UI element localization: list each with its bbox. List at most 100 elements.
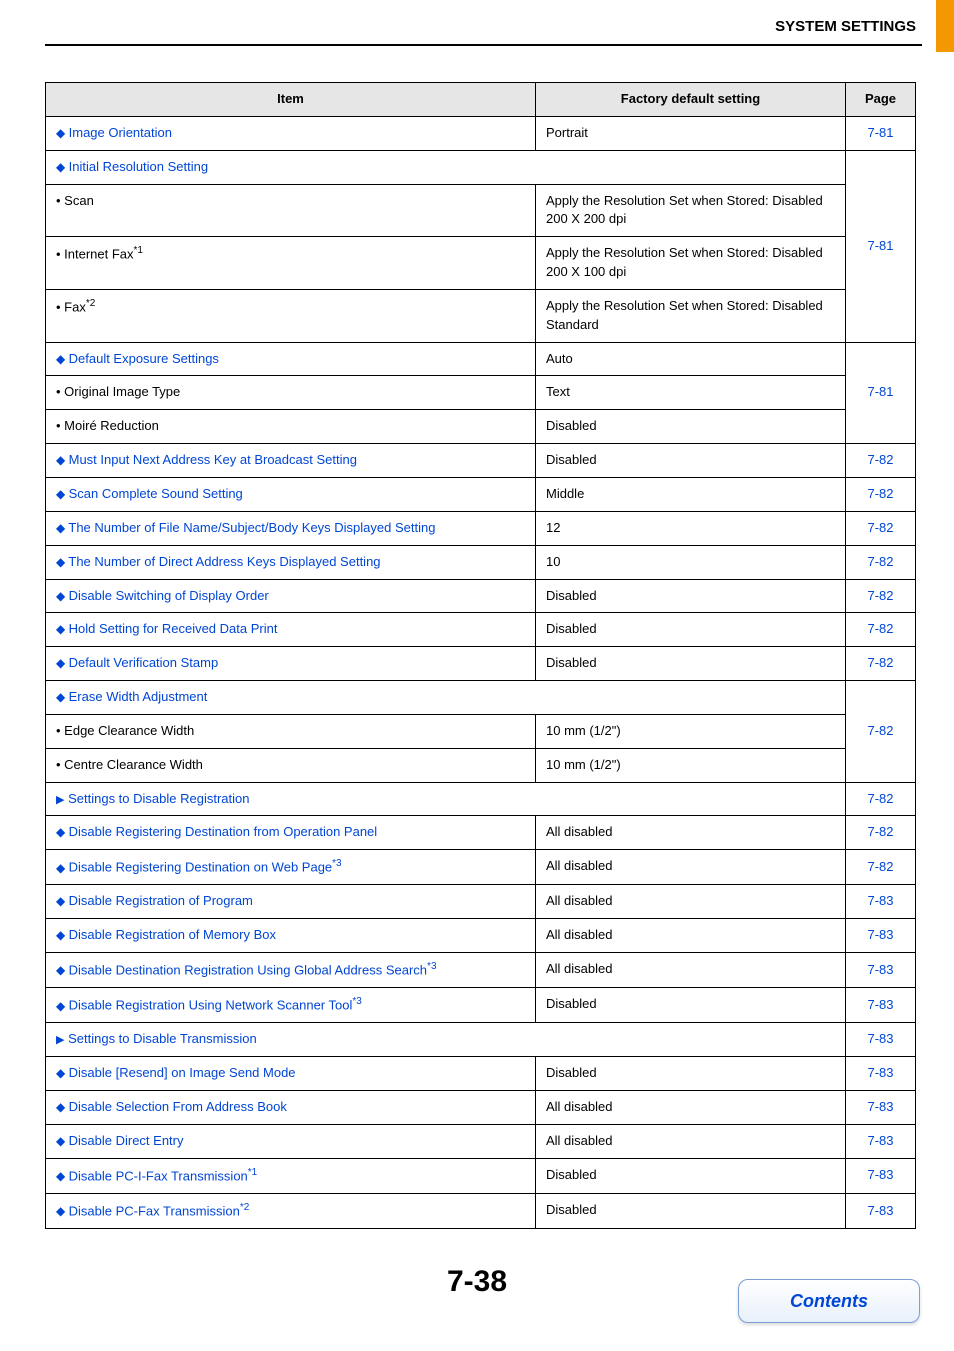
- contents-button[interactable]: Contents: [738, 1279, 920, 1323]
- def-disabled: Disabled: [536, 579, 846, 613]
- page-link[interactable]: 7-83: [846, 953, 916, 988]
- page-link[interactable]: 7-81: [846, 150, 916, 342]
- link-image-orientation[interactable]: Image Orientation: [69, 125, 172, 140]
- page-link[interactable]: 7-83: [846, 1124, 916, 1158]
- diamond-icon: ◆: [56, 1135, 65, 1147]
- sup-3: *3: [332, 858, 341, 869]
- link-disable-direct-entry[interactable]: Disable Direct Entry: [69, 1133, 184, 1148]
- diamond-icon: ◆: [56, 895, 65, 907]
- page-link[interactable]: 7-81: [846, 342, 916, 444]
- def-auto: Auto: [536, 342, 846, 376]
- def-all-disabled: All disabled: [536, 919, 846, 953]
- page-link[interactable]: 7-82: [846, 613, 916, 647]
- diamond-icon: ◆: [56, 488, 65, 500]
- def-12: 12: [536, 511, 846, 545]
- page-link[interactable]: 7-82: [846, 444, 916, 478]
- link-scan-complete[interactable]: Scan Complete Sound Setting: [69, 486, 243, 501]
- page-link[interactable]: 7-82: [846, 511, 916, 545]
- diamond-icon: ◆: [56, 1000, 65, 1012]
- link-erase-width[interactable]: Erase Width Adjustment: [69, 689, 208, 704]
- row-ifax: • Internet Fax: [56, 247, 134, 262]
- page-link[interactable]: 7-83: [846, 1057, 916, 1091]
- link-default-exposure[interactable]: Default Exposure Settings: [69, 351, 219, 366]
- link-disable-reg-mem[interactable]: Disable Registration of Memory Box: [69, 927, 276, 942]
- diamond-icon: ◆: [56, 353, 65, 365]
- def-10: 10: [536, 545, 846, 579]
- link-disable-reg-nst[interactable]: Disable Registration Using Network Scann…: [69, 998, 353, 1013]
- row-fax: • Fax: [56, 299, 86, 314]
- page-link[interactable]: 7-83: [846, 1194, 916, 1229]
- def-all-disabled: All disabled: [536, 816, 846, 850]
- link-disable-switching[interactable]: Disable Switching of Display Order: [69, 588, 269, 603]
- page-link[interactable]: 7-82: [846, 816, 916, 850]
- link-settings-disable-reg[interactable]: Settings to Disable Registration: [68, 791, 249, 806]
- def-all-disabled: All disabled: [536, 850, 846, 885]
- page-link[interactable]: 7-82: [846, 647, 916, 681]
- diamond-icon: ◆: [56, 127, 65, 139]
- diamond-icon: ◆: [56, 1170, 65, 1182]
- def-disabled: Disabled: [536, 988, 846, 1023]
- triangle-icon: ▶: [56, 795, 64, 806]
- row-moire: • Moiré Reduction: [46, 410, 536, 444]
- diamond-icon: ◆: [56, 862, 65, 874]
- page-link[interactable]: 7-82: [846, 782, 916, 816]
- link-disable-resend[interactable]: Disable [Resend] on Image Send Mode: [69, 1065, 296, 1080]
- page-link[interactable]: 7-81: [846, 116, 916, 150]
- link-settings-disable-trans[interactable]: Settings to Disable Transmission: [68, 1031, 257, 1046]
- def-all-disabled: All disabled: [536, 953, 846, 988]
- def-middle: Middle: [536, 477, 846, 511]
- diamond-icon: ◆: [56, 590, 65, 602]
- diamond-icon: ◆: [56, 1101, 65, 1113]
- col-default: Factory default setting: [536, 83, 846, 117]
- diamond-icon: ◆: [56, 929, 65, 941]
- page-link[interactable]: 7-83: [846, 1091, 916, 1125]
- page-link[interactable]: 7-82: [846, 477, 916, 511]
- link-disable-pcfax[interactable]: Disable PC-Fax Transmission: [69, 1203, 240, 1218]
- def-portrait: Portrait: [536, 116, 846, 150]
- diamond-icon: ◆: [56, 1205, 65, 1217]
- link-hold-setting[interactable]: Hold Setting for Received Data Print: [69, 621, 278, 636]
- def-all-disabled: All disabled: [536, 885, 846, 919]
- col-page: Page: [846, 83, 916, 117]
- def-disabled: Disabled: [536, 444, 846, 478]
- sup-3: *3: [352, 996, 361, 1007]
- link-disable-reg-program[interactable]: Disable Registration of Program: [69, 893, 253, 908]
- row-edge-clear: • Edge Clearance Width: [46, 714, 536, 748]
- row-orig-image-type: • Original Image Type: [46, 376, 536, 410]
- page-link[interactable]: 7-82: [846, 545, 916, 579]
- link-disable-sel-ab[interactable]: Disable Selection From Address Book: [69, 1099, 287, 1114]
- link-default-verif[interactable]: Default Verification Stamp: [69, 655, 219, 670]
- page-link[interactable]: 7-83: [846, 1158, 916, 1193]
- diamond-icon: ◆: [56, 1067, 65, 1079]
- def-text: Text: [536, 376, 846, 410]
- page-link[interactable]: 7-82: [846, 579, 916, 613]
- def-scan: Apply the Resolution Set when Stored: Di…: [536, 184, 846, 237]
- header-rule: [45, 44, 922, 46]
- page-link[interactable]: 7-82: [846, 681, 916, 783]
- link-num-direct-keys[interactable]: The Number of Direct Address Keys Displa…: [68, 554, 380, 569]
- page-link[interactable]: 7-83: [846, 885, 916, 919]
- link-must-input[interactable]: Must Input Next Address Key at Broadcast…: [69, 452, 357, 467]
- link-disable-reg-dest-panel[interactable]: Disable Registering Destination from Ope…: [69, 824, 378, 839]
- settings-table: Item Factory default setting Page ◆ Imag…: [45, 82, 916, 1229]
- link-disable-dest-global[interactable]: Disable Destination Registration Using G…: [69, 962, 427, 977]
- row-scan: • Scan: [46, 184, 536, 237]
- page-link[interactable]: 7-83: [846, 919, 916, 953]
- def-all-disabled: All disabled: [536, 1091, 846, 1125]
- def-disabled: Disabled: [536, 1194, 846, 1229]
- diamond-icon: ◆: [56, 826, 65, 838]
- page-link[interactable]: 7-83: [846, 1023, 916, 1057]
- def-disabled: Disabled: [536, 1057, 846, 1091]
- sup-3: *3: [427, 961, 436, 972]
- link-initial-resolution[interactable]: Initial Resolution Setting: [69, 159, 208, 174]
- link-disable-reg-dest-web[interactable]: Disable Registering Destination on Web P…: [69, 860, 333, 875]
- def-fax: Apply the Resolution Set when Stored: Di…: [536, 289, 846, 342]
- accent-tab: [936, 0, 954, 52]
- link-num-file-keys[interactable]: The Number of File Name/Subject/Body Key…: [68, 520, 435, 535]
- page-link[interactable]: 7-82: [846, 850, 916, 885]
- triangle-icon: ▶: [56, 1035, 64, 1046]
- def-all-disabled: All disabled: [536, 1124, 846, 1158]
- page-link[interactable]: 7-83: [846, 988, 916, 1023]
- sup-1: *1: [134, 245, 143, 256]
- link-disable-pcifax[interactable]: Disable PC-I-Fax Transmission: [69, 1168, 248, 1183]
